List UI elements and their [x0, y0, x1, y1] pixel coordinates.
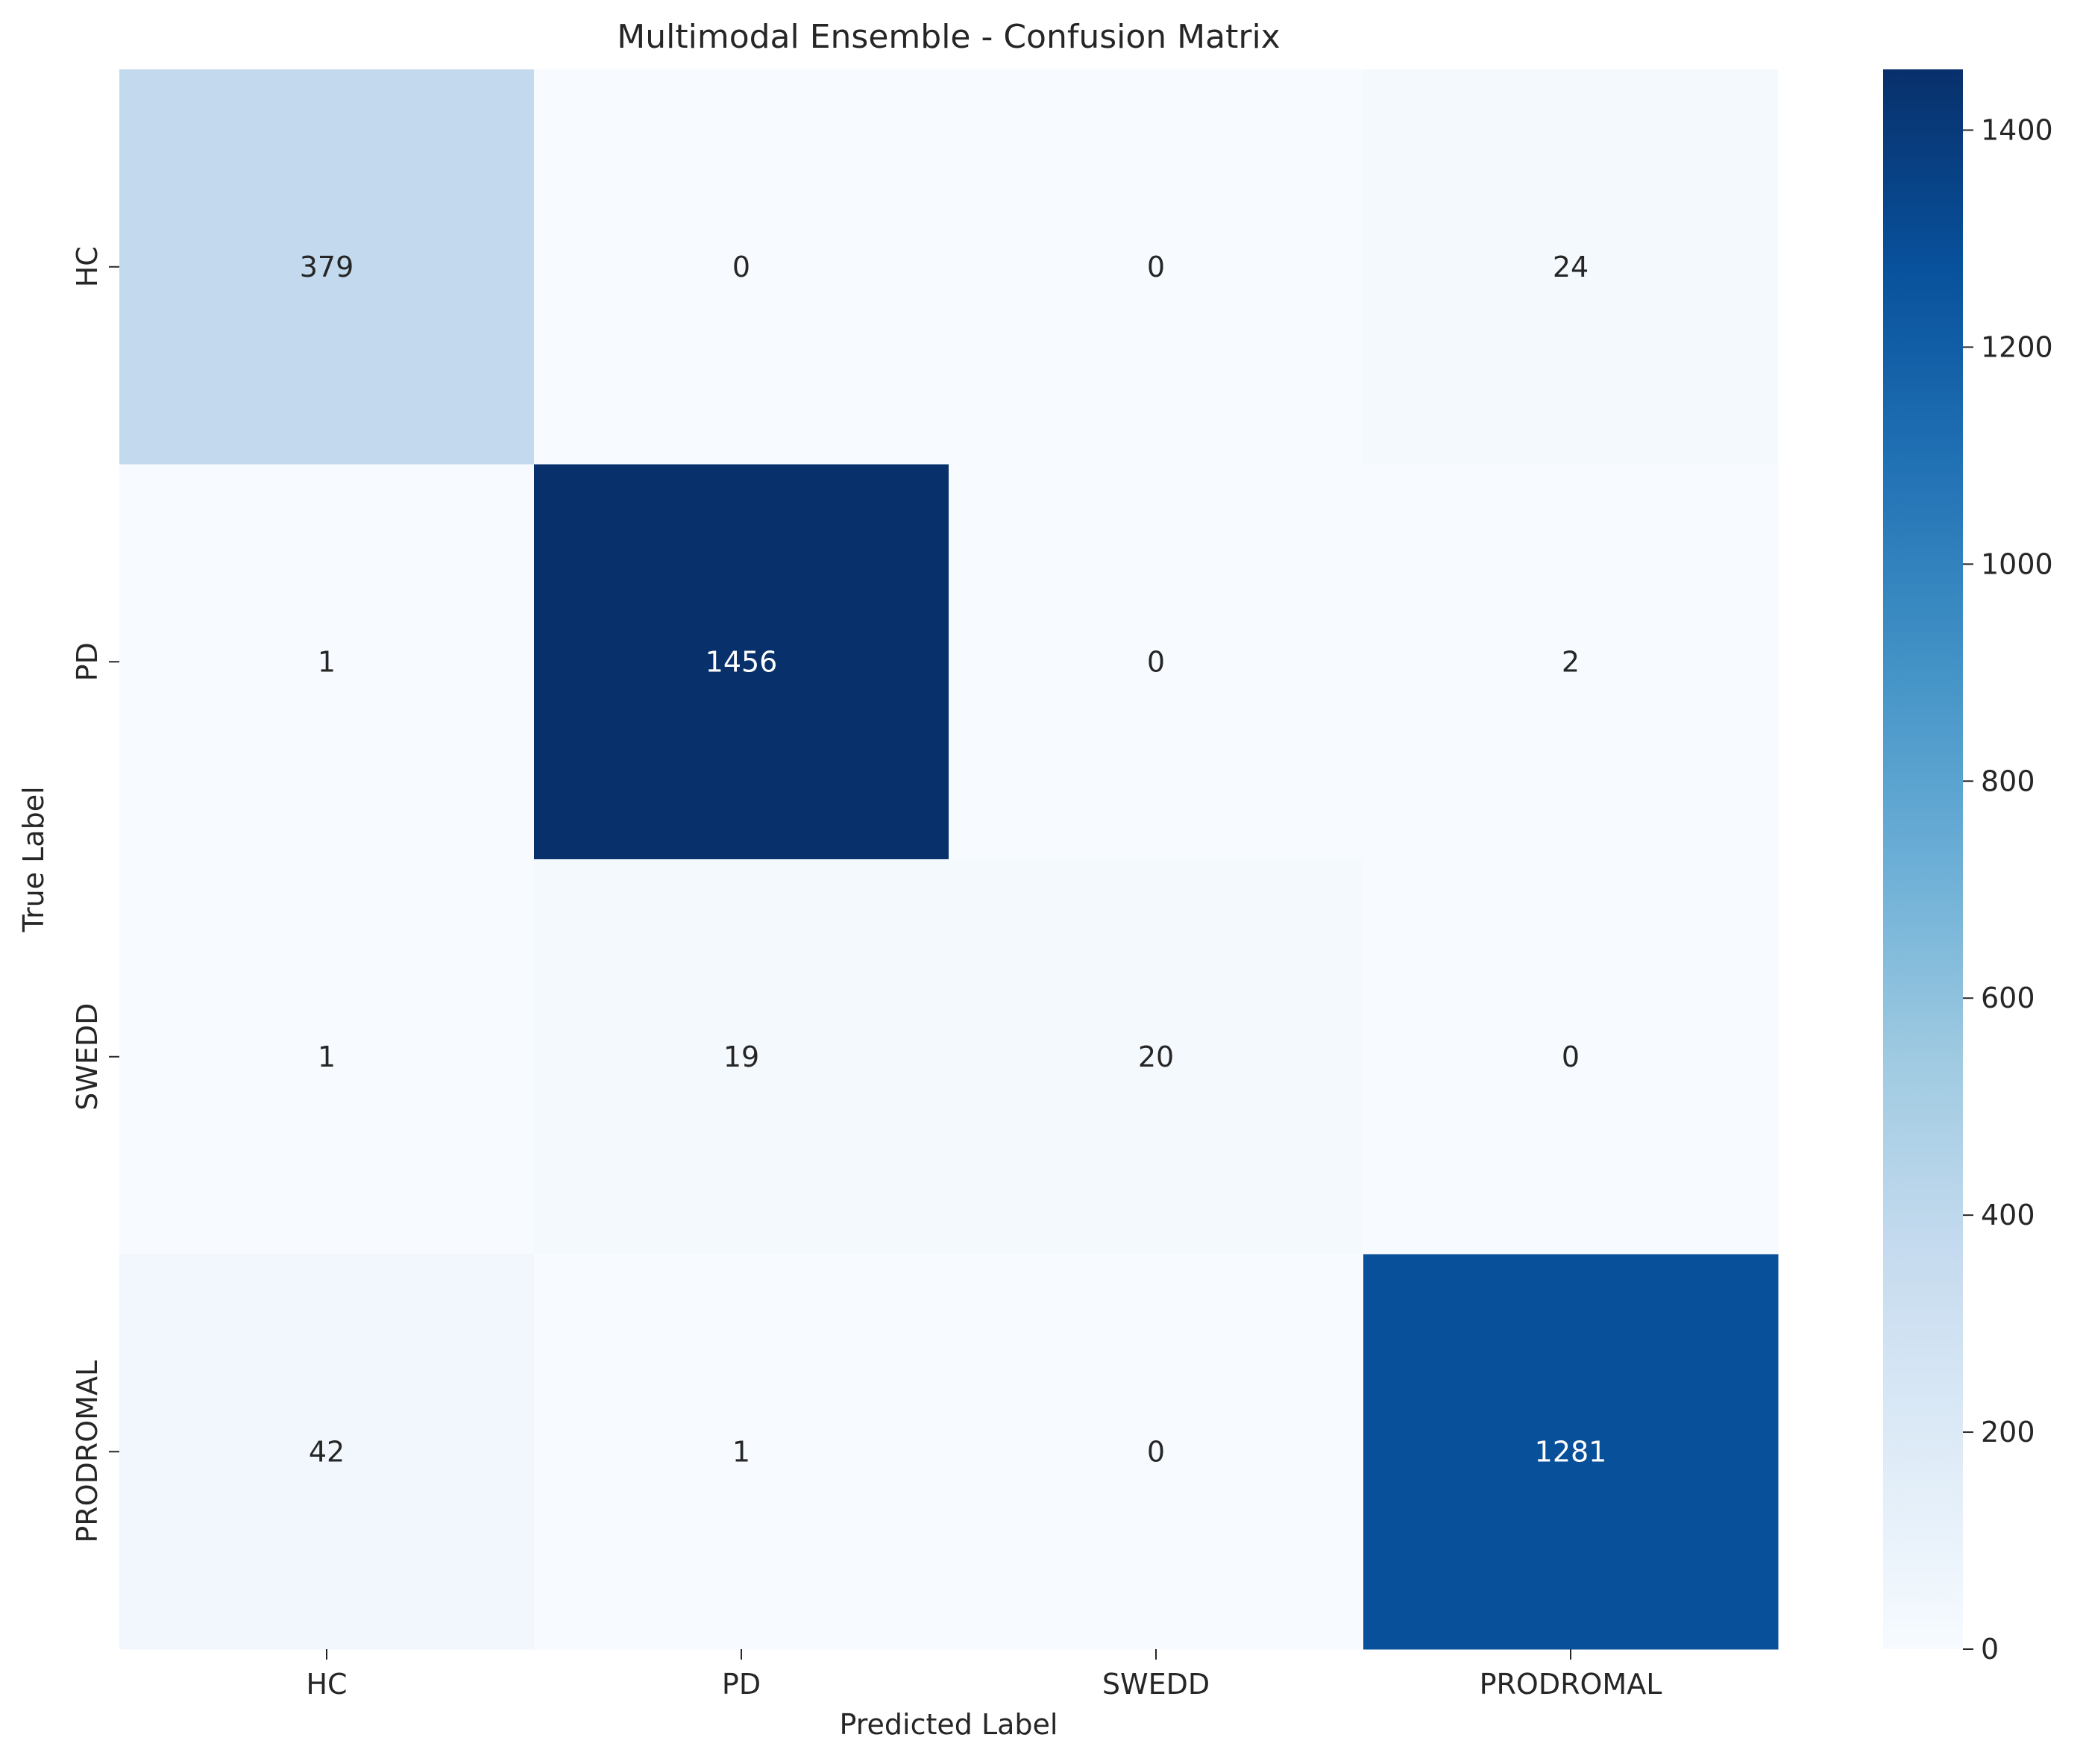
- heatmap-cell-labels: 379 0 0 24 1 1456 0 2 1 19 20 0 42 1 0 1281: [300, 251, 1607, 1469]
- colorbar-tick-label: 800: [1981, 765, 2035, 797]
- heatmap-cell: [949, 464, 1364, 860]
- x-axis: HC PD SWEDD PRODROMAL: [306, 1649, 1662, 1701]
- colorbar-ticks: 0 200 400 600 800 1000 1200 1400: [1963, 113, 2053, 1666]
- x-tick-label: PRODROMAL: [1480, 1668, 1662, 1701]
- cell-value-label: 42: [309, 1435, 345, 1468]
- heatmap-cell: [119, 464, 535, 860]
- colorbar: [1883, 69, 1963, 1649]
- heatmap-cell: [119, 69, 535, 465]
- cell-value-label: 19: [723, 1040, 759, 1073]
- colorbar-tick-label: 1200: [1981, 330, 2053, 363]
- cell-value-label: 0: [1147, 645, 1165, 678]
- colorbar-tick-label: 1000: [1981, 547, 2053, 580]
- heatmap-cell: [949, 859, 1364, 1255]
- cell-value-label: 0: [732, 251, 750, 283]
- heatmap-cell: [119, 859, 535, 1255]
- heatmap-cell: [949, 69, 1364, 465]
- cell-value-label: 379: [300, 251, 354, 283]
- heatmap-cell: [534, 859, 949, 1255]
- colorbar-tick-label: 0: [1981, 1633, 1999, 1666]
- heatmap-cell: [1363, 69, 1779, 465]
- cell-value-label: 1456: [706, 645, 778, 678]
- cell-value-label: 1: [732, 1435, 750, 1468]
- cell-value-label: 1281: [1535, 1435, 1607, 1468]
- y-tick-label: SWEDD: [71, 1003, 104, 1111]
- heatmap-cell: [534, 1254, 949, 1650]
- heatmap-cell: [1363, 464, 1779, 860]
- y-tick-label: HC: [71, 246, 104, 287]
- y-axis: HC PD SWEDD PRODROMAL: [71, 246, 119, 1543]
- colorbar-tick-label: 600: [1981, 982, 2035, 1014]
- y-tick-label: PRODROMAL: [71, 1360, 104, 1543]
- y-tick-label: PD: [71, 642, 104, 681]
- heatmap-cell: [534, 69, 949, 465]
- cell-value-label: 2: [1562, 645, 1580, 678]
- colorbar-tick-label: 400: [1981, 1199, 2035, 1231]
- cell-value-label: 0: [1562, 1040, 1580, 1073]
- cell-value-label: 0: [1147, 251, 1165, 283]
- colorbar-tick-label: 200: [1981, 1416, 2035, 1448]
- chart-title: Multimodal Ensemble - Confusion Matrix: [617, 18, 1280, 56]
- cell-value-label: 1: [318, 1040, 336, 1073]
- heatmap-cell: [119, 1254, 535, 1650]
- colorbar-tick-label: 1400: [1981, 113, 2053, 146]
- heatmap-cell: [949, 1254, 1364, 1650]
- cell-value-label: 1: [318, 645, 336, 678]
- heatmap-cells: [119, 69, 1779, 1650]
- heatmap-cell: [534, 464, 949, 860]
- cell-value-label: 20: [1138, 1040, 1174, 1073]
- cell-value-label: 24: [1553, 251, 1589, 283]
- x-tick-label: PD: [722, 1668, 761, 1701]
- cell-value-label: 0: [1147, 1435, 1165, 1468]
- heatmap-cell: [1363, 1254, 1779, 1650]
- heatmap-cell: [1363, 859, 1779, 1255]
- y-axis-label: True Label: [17, 786, 50, 932]
- x-tick-label: SWEDD: [1102, 1668, 1210, 1701]
- x-tick-label: HC: [306, 1668, 347, 1701]
- x-axis-label: Predicted Label: [840, 1708, 1058, 1741]
